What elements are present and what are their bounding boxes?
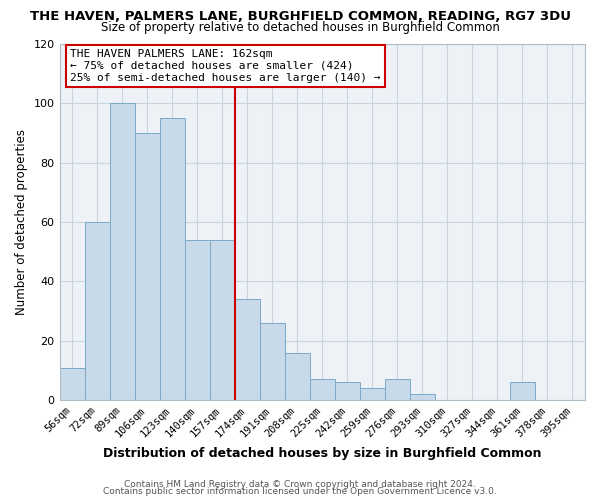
Text: THE HAVEN PALMERS LANE: 162sqm
← 75% of detached houses are smaller (424)
25% of: THE HAVEN PALMERS LANE: 162sqm ← 75% of … [70,50,380,82]
Text: Size of property relative to detached houses in Burghfield Common: Size of property relative to detached ho… [101,21,499,34]
Text: THE HAVEN, PALMERS LANE, BURGHFIELD COMMON, READING, RG7 3DU: THE HAVEN, PALMERS LANE, BURGHFIELD COMM… [29,10,571,23]
Text: Contains HM Land Registry data © Crown copyright and database right 2024.: Contains HM Land Registry data © Crown c… [124,480,476,489]
Bar [385,380,410,400]
Bar [360,388,385,400]
Text: Contains public sector information licensed under the Open Government Licence v3: Contains public sector information licen… [103,487,497,496]
Bar [510,382,535,400]
Bar [285,352,310,400]
Bar [235,300,260,400]
Y-axis label: Number of detached properties: Number of detached properties [15,129,28,315]
Bar [310,380,335,400]
X-axis label: Distribution of detached houses by size in Burghfield Common: Distribution of detached houses by size … [103,447,542,460]
Bar [209,240,235,400]
Bar [185,240,209,400]
Bar [59,368,85,400]
Bar [160,118,185,400]
Bar [335,382,360,400]
Bar [110,104,134,400]
Bar [134,133,160,400]
Bar [260,323,285,400]
Bar [85,222,110,400]
Bar [410,394,435,400]
